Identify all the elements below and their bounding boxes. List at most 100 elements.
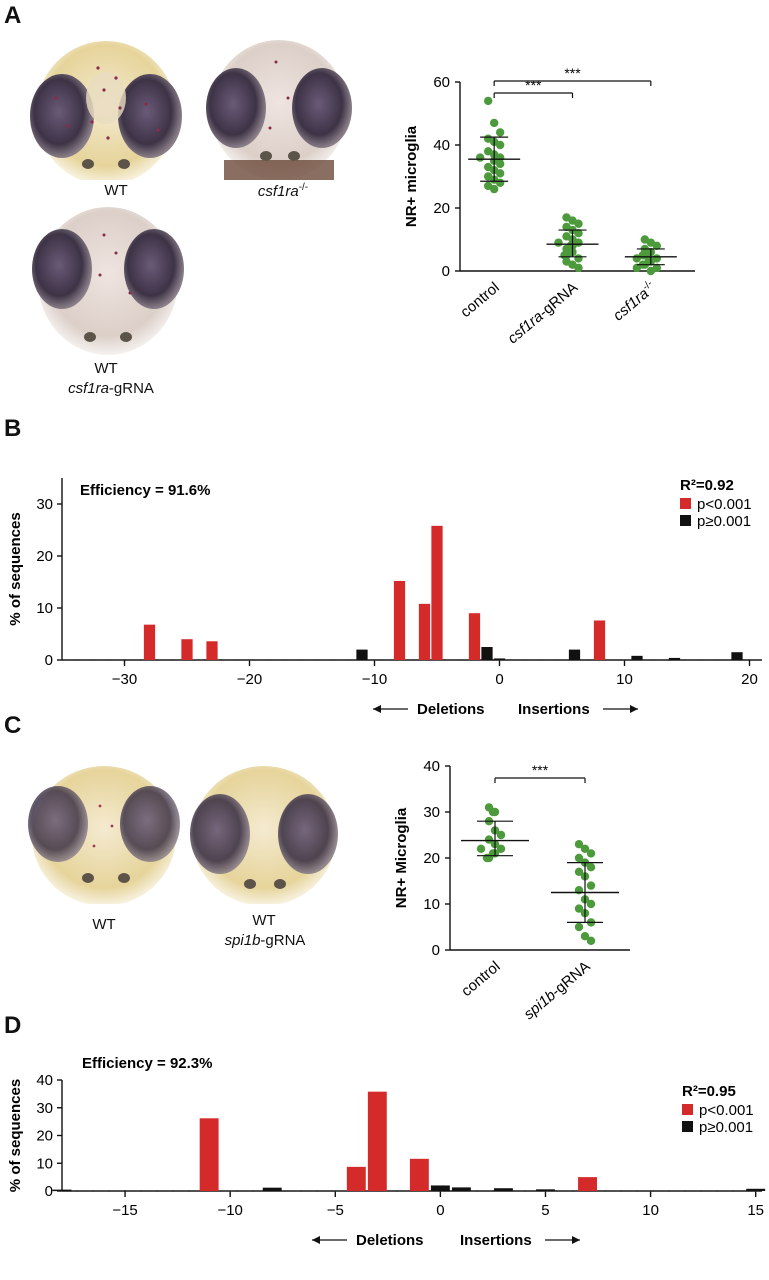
data-point bbox=[574, 254, 583, 263]
panel-label-c: C bbox=[4, 712, 22, 739]
sig-stars: *** bbox=[525, 77, 542, 93]
legend-swatch-nonsignificant bbox=[680, 515, 691, 526]
data-point bbox=[646, 266, 656, 276]
x-tick-label: 10 bbox=[616, 671, 633, 688]
photo-label-c-gRNA: spi1b-gRNA bbox=[210, 932, 320, 949]
photo-label-gRNA-gene: csf1ra bbox=[68, 380, 109, 397]
larva-photo-c-gRNA bbox=[190, 766, 338, 904]
data-point bbox=[652, 241, 662, 250]
x-tick-label: −15 bbox=[112, 1202, 137, 1219]
y-tick-label: 20 bbox=[36, 548, 53, 565]
data-point bbox=[574, 853, 584, 863]
bar-nonsignificant bbox=[481, 647, 493, 660]
y-tick-label: 10 bbox=[36, 600, 53, 617]
efficiency-label: Efficiency = 91.6% bbox=[80, 482, 211, 499]
x-category-label: spi1b-gRNA bbox=[521, 958, 594, 1023]
photo-label-wt: WT bbox=[104, 182, 128, 199]
y-tick-label: 10 bbox=[36, 1155, 53, 1172]
chart-b-histogram: 0 10 20 30 % of sequences −30 −20 −10 0 10 20 Effic… bbox=[7, 477, 762, 718]
insertions-label: Insertions bbox=[518, 701, 590, 718]
bar-nonsignificant bbox=[493, 1188, 513, 1191]
data-point bbox=[495, 178, 505, 187]
x-tick-label: 5 bbox=[541, 1202, 549, 1219]
y-axis-label: % of sequences bbox=[7, 512, 24, 625]
bar-significant bbox=[409, 1158, 429, 1191]
bar-nonsignificant bbox=[536, 1189, 555, 1191]
data-point bbox=[489, 118, 499, 128]
x-tick-label: −10 bbox=[362, 671, 387, 688]
bar-nonsignificant bbox=[430, 1185, 450, 1191]
larva-photo-c-wt bbox=[28, 766, 180, 904]
photo-label-c-gRNA-suffix: -gRNA bbox=[260, 932, 306, 949]
photo-label-mutant: csf1ra-/- bbox=[238, 182, 328, 200]
x-tick-label: −30 bbox=[112, 671, 137, 688]
bar-significant bbox=[431, 525, 443, 660]
panel-label-b: B bbox=[4, 415, 22, 442]
panel-label-a: A bbox=[4, 2, 22, 29]
data-point bbox=[476, 844, 486, 853]
legend-label-significant: p<0.001 bbox=[699, 1102, 754, 1119]
y-tick-label: 30 bbox=[423, 804, 440, 821]
data-point bbox=[580, 844, 590, 853]
data-point bbox=[496, 844, 506, 853]
bar-significant bbox=[593, 620, 606, 660]
y-tick-label: 40 bbox=[423, 758, 440, 775]
x-tick-label: 0 bbox=[436, 1202, 444, 1219]
data-point bbox=[586, 863, 596, 872]
photo-label-c-gRNA-gene: spi1b bbox=[224, 932, 261, 949]
photo-label-gRNA-suffix: -gRNA bbox=[108, 380, 154, 397]
data-point bbox=[495, 128, 505, 137]
photo-label-gRNA: csf1ra-gRNA bbox=[56, 380, 166, 397]
x-tick-label: 15 bbox=[747, 1202, 764, 1219]
chart-c-scatter: 0 10 20 30 40 NR+ Microglia control spi1b-gRNA *… bbox=[393, 758, 630, 1023]
data-point bbox=[475, 153, 485, 162]
data-point bbox=[574, 840, 584, 849]
y-tick-label: 40 bbox=[433, 137, 450, 154]
y-tick-label: 20 bbox=[423, 850, 440, 867]
y-tick-label: 30 bbox=[36, 1100, 53, 1117]
x-tick-label: −5 bbox=[327, 1202, 344, 1219]
y-axis-label: NR+ Microglia bbox=[393, 807, 410, 908]
bar-nonsignificant bbox=[568, 649, 581, 660]
chart-d-histogram: 0 10 20 30 40 % of sequences −15 −10 −5 0 5 10 15 Eff… bbox=[7, 1055, 766, 1249]
data-point bbox=[574, 867, 584, 876]
photo-label-c-wt: WT bbox=[92, 916, 116, 933]
data-point bbox=[574, 229, 583, 238]
y-axis-label: NR+ microglia bbox=[403, 125, 420, 227]
photo-label-mutant-gene: csf1ra bbox=[257, 183, 299, 200]
x-category-label: csf1ra-gRNA bbox=[504, 279, 581, 347]
bar-nonsignificant bbox=[668, 657, 681, 660]
data-point bbox=[489, 184, 499, 194]
x-tick-label: 0 bbox=[495, 671, 503, 688]
deletions-label: Deletions bbox=[356, 1232, 424, 1249]
data-point bbox=[495, 140, 505, 150]
legend-swatch-significant bbox=[682, 1104, 693, 1115]
data-point bbox=[495, 159, 505, 169]
bar-significant bbox=[418, 603, 431, 660]
x-tick-label: −10 bbox=[217, 1202, 242, 1219]
larva-photo-wt bbox=[30, 41, 182, 180]
r2-label: R²=0.95 bbox=[682, 1083, 736, 1100]
x-tick-label: 20 bbox=[741, 671, 758, 688]
x-tick-label: −20 bbox=[237, 671, 262, 688]
y-axis-label: % of sequences bbox=[7, 1079, 24, 1192]
insertions-label: Insertions bbox=[460, 1232, 532, 1249]
photo-label-gRNA-wt: WT bbox=[94, 360, 118, 377]
data-point bbox=[483, 96, 493, 106]
bar-nonsignificant bbox=[356, 649, 368, 660]
data-point bbox=[574, 904, 584, 913]
x-tick-label: 10 bbox=[642, 1202, 659, 1219]
bar-nonsignificant bbox=[731, 652, 743, 660]
data-point bbox=[482, 853, 492, 863]
bar-nonsignificant bbox=[262, 1187, 282, 1191]
legend-label-significant: p<0.001 bbox=[697, 496, 752, 513]
data-point bbox=[495, 169, 505, 178]
legend-swatch-significant bbox=[680, 498, 691, 509]
sig-stars: *** bbox=[564, 65, 581, 81]
legend-label-nonsignificant: p≥0.001 bbox=[697, 513, 751, 530]
deletions-arrowhead bbox=[373, 705, 381, 713]
r2-label: R²=0.92 bbox=[680, 477, 734, 494]
bar-significant bbox=[181, 639, 193, 660]
y-tick-label: 20 bbox=[36, 1128, 53, 1145]
data-point bbox=[554, 238, 563, 247]
